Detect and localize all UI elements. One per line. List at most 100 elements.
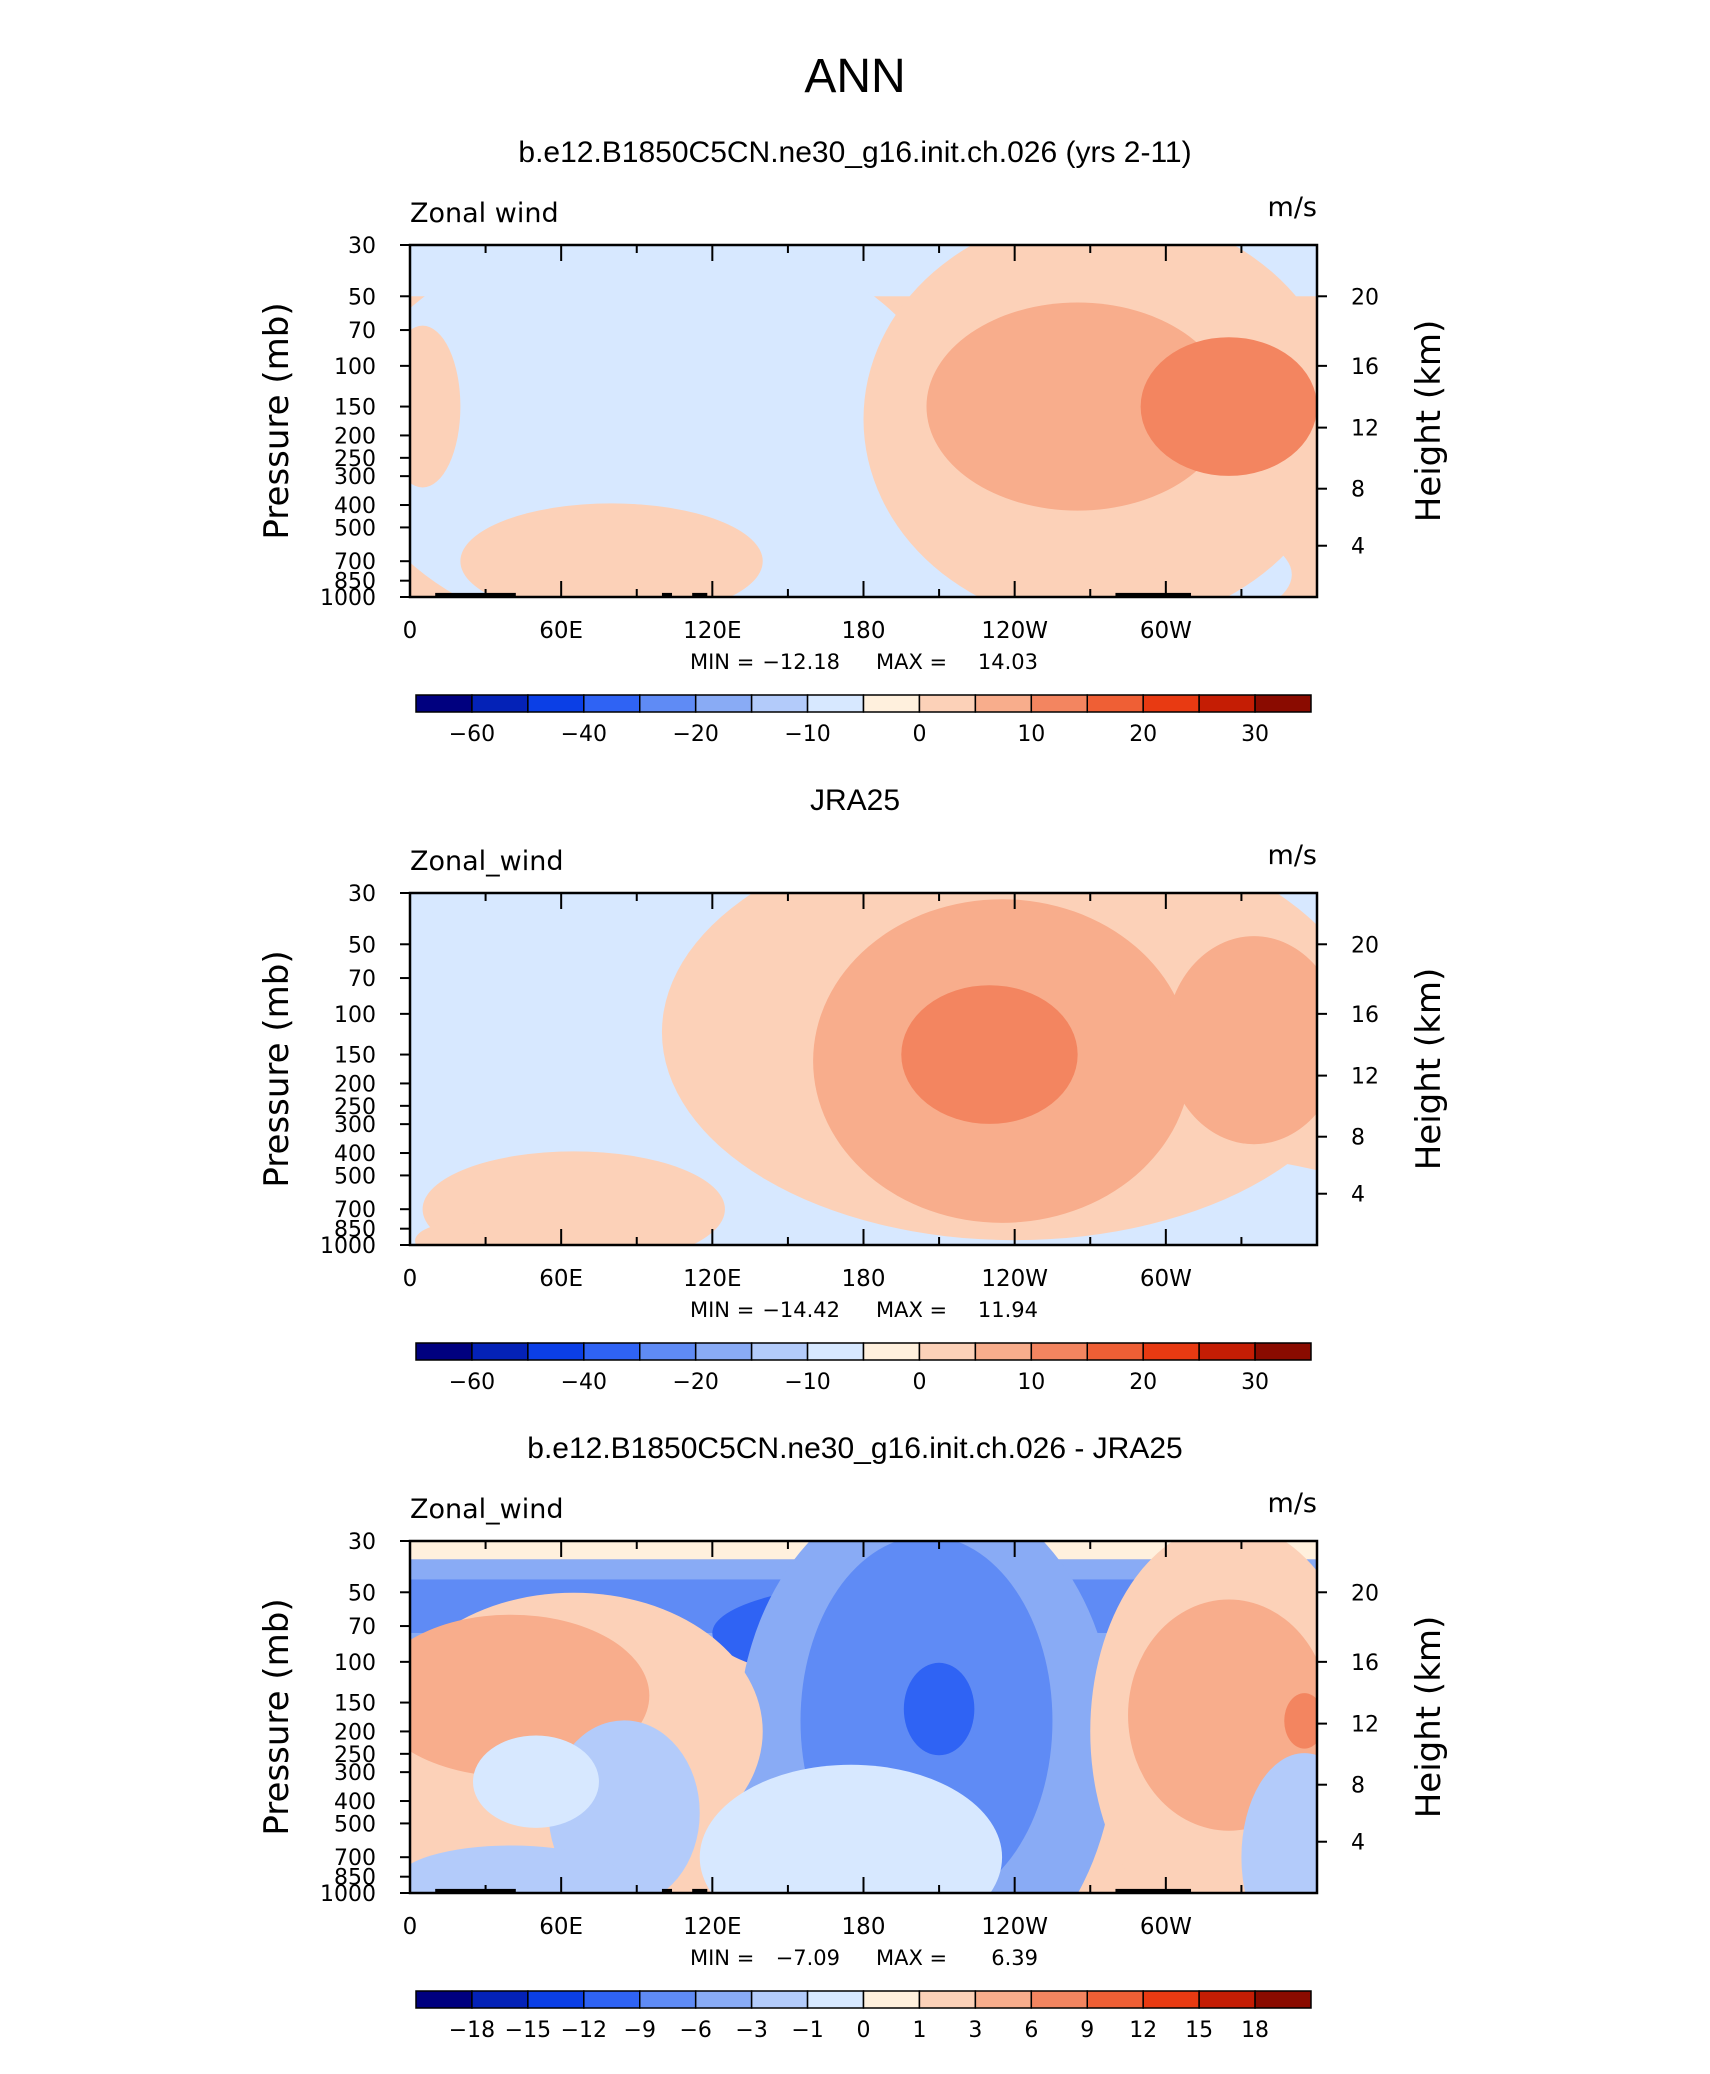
contour-field bbox=[410, 893, 1317, 1245]
panel-1: b.e12.B1850C5CN.ne30_g16.init.ch.026 (yr… bbox=[257, 136, 1449, 747]
y-tick-label: 850 bbox=[334, 1218, 376, 1243]
x-tick-label: 120E bbox=[683, 618, 741, 644]
x-tick-label: 60E bbox=[539, 1914, 583, 1940]
y-tick-label: 300 bbox=[334, 1761, 376, 1786]
y-tick-label: 700 bbox=[334, 550, 376, 575]
colorbar-box bbox=[1198, 694, 1256, 713]
y-tick-label: 1000 bbox=[320, 586, 376, 611]
contour-region bbox=[1284, 1693, 1317, 1749]
height-axis-label: Height (km) bbox=[1409, 320, 1449, 523]
panel-3: b.e12.B1850C5CN.ne30_g16.init.ch.026 - J… bbox=[257, 1432, 1449, 2043]
y-tick-label: 400 bbox=[334, 494, 376, 519]
max-label: MAX = bbox=[876, 1946, 947, 1970]
min-value: −14.42 bbox=[762, 1298, 840, 1322]
contour-region bbox=[699, 1764, 1003, 1893]
colorbar-box bbox=[806, 1342, 865, 1361]
height-axis-label: Height (km) bbox=[1409, 1616, 1449, 1819]
colorbar-box bbox=[750, 694, 809, 713]
y-tick-label: 250 bbox=[334, 1743, 376, 1768]
x-tick-label: 120E bbox=[683, 1266, 741, 1292]
colorbar-label: −9 bbox=[624, 2018, 656, 2043]
colorbar-label: −20 bbox=[672, 722, 718, 747]
colorbar-label: 0 bbox=[912, 722, 926, 747]
land-mask bbox=[1115, 592, 1192, 597]
height-tick-label: 20 bbox=[1351, 1581, 1379, 1606]
height-tick-label: 4 bbox=[1351, 535, 1365, 560]
y-tick-label: 200 bbox=[334, 1720, 376, 1745]
height-tick-label: 8 bbox=[1351, 478, 1365, 503]
x-tick-label: 180 bbox=[842, 1266, 886, 1292]
max-label: MAX = bbox=[876, 650, 947, 674]
pressure-axis-label: Pressure (mb) bbox=[257, 302, 297, 539]
max-value: 11.94 bbox=[978, 1298, 1038, 1322]
contour-region bbox=[903, 1662, 975, 1756]
colorbar-box bbox=[1086, 694, 1144, 713]
colorbar-box bbox=[583, 1990, 641, 2009]
y-tick-label: 400 bbox=[334, 1790, 376, 1815]
y-tick-label: 30 bbox=[348, 234, 376, 259]
colorbar-box bbox=[862, 1342, 921, 1361]
colorbar-box bbox=[974, 694, 1033, 713]
colorbar-box bbox=[974, 1342, 1033, 1361]
units-label: m/s bbox=[1268, 840, 1317, 871]
colorbar-label: 9 bbox=[1080, 2018, 1094, 2043]
x-tick-label: 0 bbox=[403, 1266, 418, 1292]
y-tick-label: 70 bbox=[348, 967, 376, 992]
colorbar-label: 12 bbox=[1129, 2018, 1157, 2043]
colorbar-box bbox=[750, 1990, 809, 2009]
colorbar-box bbox=[527, 1990, 585, 2009]
y-tick-label: 50 bbox=[348, 1581, 376, 1606]
colorbar-box bbox=[918, 1990, 977, 2009]
colorbar-box bbox=[1142, 1342, 1200, 1361]
colorbar-box bbox=[806, 694, 865, 713]
y-tick-label: 30 bbox=[348, 1530, 376, 1555]
colorbar-box bbox=[694, 1342, 753, 1361]
y-tick-label: 700 bbox=[334, 1846, 376, 1871]
height-tick-label: 12 bbox=[1351, 417, 1379, 442]
contour-field bbox=[410, 1541, 1317, 1893]
y-tick-label: 50 bbox=[348, 933, 376, 958]
colorbar-box bbox=[527, 694, 585, 713]
y-tick-label: 70 bbox=[348, 1615, 376, 1640]
colorbar-label: 1 bbox=[912, 2018, 926, 2043]
y-tick-label: 300 bbox=[334, 465, 376, 490]
colorbar-label: 20 bbox=[1129, 722, 1157, 747]
height-tick-label: 12 bbox=[1351, 1065, 1379, 1090]
y-tick-label: 50 bbox=[348, 285, 376, 310]
max-value: 6.39 bbox=[991, 1946, 1038, 1970]
y-tick-label: 500 bbox=[334, 1164, 376, 1189]
land-mask bbox=[661, 592, 673, 597]
colorbar-label: −10 bbox=[784, 722, 830, 747]
y-tick-label: 1000 bbox=[320, 1234, 376, 1259]
min-label: MIN = bbox=[690, 650, 754, 674]
colorbar-label: −20 bbox=[672, 1370, 718, 1395]
colorbar-label: 30 bbox=[1241, 1370, 1269, 1395]
colorbar: −60 −40 −20 −10 0 10 20 30 bbox=[415, 1342, 1312, 1395]
contour-field bbox=[410, 245, 1317, 597]
x-tick-label: 60W bbox=[1140, 1266, 1192, 1292]
colorbar-label: 6 bbox=[1024, 2018, 1038, 2043]
colorbar-box bbox=[1086, 1990, 1144, 2009]
x-tick-label: 60E bbox=[539, 1266, 583, 1292]
panel-title: b.e12.B1850C5CN.ne30_g16.init.ch.026 (yr… bbox=[518, 136, 1191, 169]
land-mask bbox=[1115, 1888, 1192, 1893]
colorbar-label: 18 bbox=[1241, 2018, 1269, 2043]
x-tick-label: 120W bbox=[981, 1914, 1048, 1940]
units-label: m/s bbox=[1268, 192, 1317, 223]
colorbar-label: 30 bbox=[1241, 722, 1269, 747]
land-mask bbox=[692, 1888, 708, 1893]
contour-region bbox=[415, 1222, 506, 1245]
colorbar-box bbox=[471, 694, 529, 713]
y-tick-label: 300 bbox=[334, 1113, 376, 1138]
colorbar-label: −60 bbox=[449, 722, 495, 747]
colorbar-label: 20 bbox=[1129, 1370, 1157, 1395]
variable-label: Zonal_wind bbox=[410, 846, 564, 877]
pressure-axis-label: Pressure (mb) bbox=[257, 950, 297, 1187]
colorbar-label: −3 bbox=[735, 2018, 767, 2043]
x-tick-label: 120W bbox=[981, 1266, 1048, 1292]
colorbar-box bbox=[639, 694, 697, 713]
height-tick-label: 20 bbox=[1351, 933, 1379, 958]
contour-region bbox=[1140, 337, 1317, 476]
colorbar-label: 0 bbox=[857, 2018, 871, 2043]
